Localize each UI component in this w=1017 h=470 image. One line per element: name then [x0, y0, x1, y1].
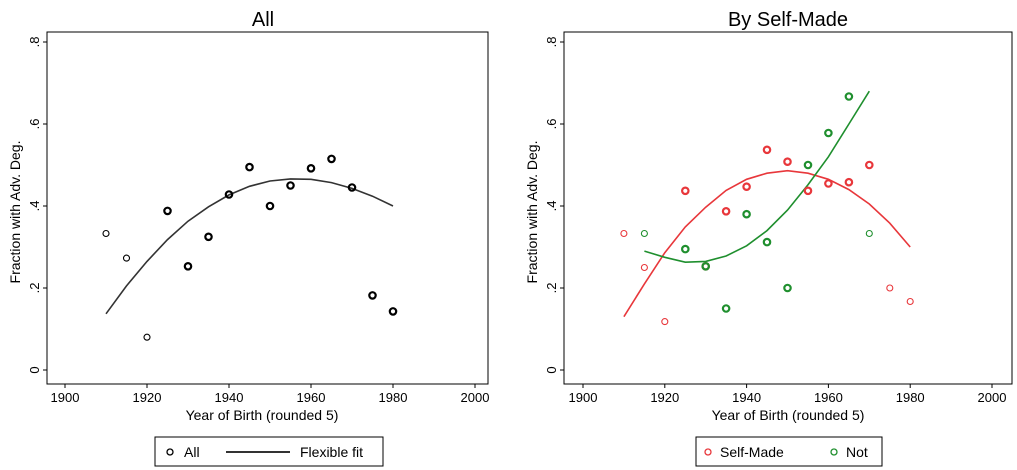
panel-self-made-y-axis-label: Fraction with Adv. Deg. — [524, 141, 540, 284]
scatter-point — [286, 181, 295, 190]
scatter-point — [886, 284, 894, 292]
legend-self-made-marker-icon — [704, 448, 712, 456]
scatter-point — [762, 237, 772, 247]
panel-self-made-title: By Self-Made — [728, 9, 848, 31]
y-tick-label: 0 — [27, 366, 42, 373]
x-tick-label: 1960 — [814, 390, 843, 405]
scatter-point — [783, 283, 792, 293]
legend-self-made-box — [695, 436, 883, 467]
y-tick-label: .8 — [544, 37, 559, 48]
scatter-point — [680, 244, 690, 254]
y-tick-label: .8 — [27, 37, 42, 48]
panel-self-made-x-axis-label: Year of Birth (rounded 5) — [712, 407, 865, 423]
panel-all-x-ticks: 1900 1920 1940 1960 1980 2000 — [51, 384, 490, 405]
scatter-point — [368, 291, 377, 300]
scatter-point — [204, 232, 213, 242]
panel-self-made-plot-frame — [563, 31, 1013, 385]
fit-line — [105, 178, 394, 315]
y-tick-label: .6 — [544, 119, 559, 130]
y-tick-label: .6 — [27, 119, 42, 130]
panel-all-series — [102, 154, 398, 341]
scatter-point — [721, 304, 731, 313]
scatter-point — [844, 92, 854, 101]
legend-all-label-1: All — [184, 444, 200, 460]
scatter-point — [762, 145, 772, 155]
scatter-point — [742, 209, 751, 219]
panel-by-self-made: By Self-Made 0.2.4.6.8 1900 1920 1940 1960 1… — [524, 9, 1013, 423]
panel-all-y-ticks: 0 .2 .4 .6 .8 — [27, 37, 47, 374]
panel-all-plot-frame — [46, 31, 489, 385]
x-tick-label: 1940 — [215, 390, 244, 405]
legend-not-marker-icon — [830, 448, 838, 456]
legend-self-made-label-2: Not — [846, 444, 868, 460]
panel-self-made-series — [620, 90, 914, 326]
x-tick-label: 1920 — [650, 390, 679, 405]
y-tick-label: .2 — [544, 283, 559, 294]
scatter-point — [864, 160, 874, 170]
panel-self-made-x-ticks: 1900 1920 1940 1960 1980 2000 — [569, 384, 1007, 405]
scatter-point — [306, 164, 316, 173]
scatter-point — [824, 128, 833, 138]
scatter-point — [327, 154, 336, 164]
fit-line — [623, 169, 911, 318]
y-tick-label: 0 — [544, 366, 559, 373]
scatter-point — [122, 254, 131, 262]
scatter-point — [245, 162, 254, 172]
scatter-point — [824, 179, 833, 188]
scatter-point — [640, 229, 648, 238]
scatter-point — [163, 206, 172, 216]
scatter-point — [721, 207, 731, 216]
x-tick-label: 1980 — [379, 390, 408, 405]
scatter-point — [620, 229, 628, 238]
legend-all-marker-icon — [166, 448, 174, 456]
y-tick-label: .2 — [27, 283, 42, 294]
panel-all-x-axis-label: Year of Birth (rounded 5) — [186, 407, 339, 423]
fit-line — [644, 90, 870, 264]
y-tick-label: .4 — [27, 201, 42, 212]
legend-self-made: Self-Made Not — [695, 436, 883, 467]
x-tick-label: 1960 — [297, 390, 326, 405]
y-tick-label: .4 — [544, 201, 559, 212]
scatter-point — [844, 177, 854, 187]
scatter-point — [388, 307, 398, 316]
scatter-point — [742, 182, 751, 192]
panel-all-y-axis-label: Fraction with Adv. Deg. — [7, 141, 23, 284]
panel-all-title: All — [252, 9, 274, 31]
scatter-point — [803, 160, 813, 170]
legend-all-label-2: Flexible fit — [300, 444, 363, 460]
scatter-point — [803, 186, 813, 196]
scatter-point — [347, 183, 357, 192]
scatter-point — [783, 157, 792, 167]
x-tick-label: 2000 — [978, 390, 1007, 405]
scatter-point — [661, 318, 669, 326]
scatter-point — [102, 229, 110, 238]
legend-self-made-label-1: Self-Made — [720, 444, 784, 460]
x-tick-label: 1940 — [732, 390, 761, 405]
scatter-point — [701, 261, 711, 271]
scatter-point — [265, 201, 275, 211]
panel-self-made-y-ticks: 0 .2 .4 .6 .8 — [544, 37, 564, 374]
x-tick-label: 1900 — [51, 390, 80, 405]
x-tick-label: 1980 — [896, 390, 925, 405]
scatter-point — [906, 297, 914, 306]
legend-all: All Flexible fit — [154, 436, 384, 467]
scatter-point — [680, 186, 690, 196]
x-tick-label: 1920 — [133, 390, 162, 405]
scatter-point — [865, 229, 873, 238]
panel-all: All 0 .2 .4 .6 .8 1900 1920 1940 1960 1980 2000 Y… — [7, 9, 489, 423]
x-tick-label: 1900 — [569, 390, 598, 405]
scatter-point — [640, 263, 648, 272]
x-tick-label: 2000 — [461, 390, 490, 405]
scatter-point — [143, 333, 151, 341]
scatter-point — [224, 190, 234, 199]
scatter-point — [183, 261, 193, 271]
